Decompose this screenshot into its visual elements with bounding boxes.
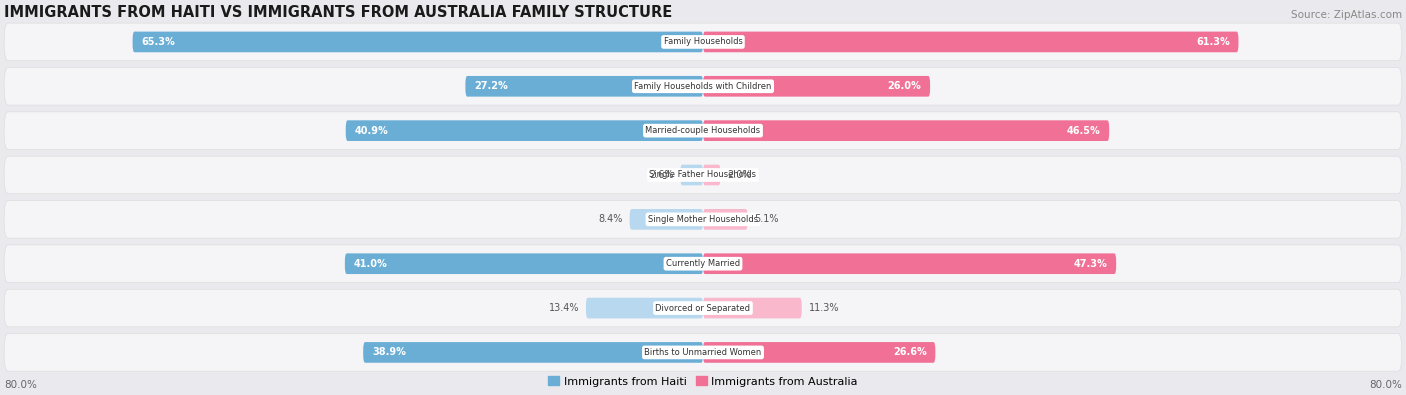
Text: Single Mother Households: Single Mother Households [648, 215, 758, 224]
FancyBboxPatch shape [4, 201, 1402, 238]
Text: 80.0%: 80.0% [1369, 380, 1402, 390]
Text: 26.6%: 26.6% [893, 348, 927, 357]
Text: 8.4%: 8.4% [599, 214, 623, 224]
Text: Currently Married: Currently Married [666, 259, 740, 268]
FancyBboxPatch shape [681, 165, 703, 185]
FancyBboxPatch shape [703, 209, 748, 229]
Text: 80.0%: 80.0% [4, 380, 37, 390]
FancyBboxPatch shape [4, 245, 1402, 282]
Text: 2.6%: 2.6% [648, 170, 673, 180]
Text: Family Households: Family Households [664, 38, 742, 47]
Text: Divorced or Separated: Divorced or Separated [655, 304, 751, 312]
Text: Married-couple Households: Married-couple Households [645, 126, 761, 135]
FancyBboxPatch shape [4, 156, 1402, 194]
FancyBboxPatch shape [363, 342, 703, 363]
FancyBboxPatch shape [346, 120, 703, 141]
Text: 40.9%: 40.9% [354, 126, 388, 135]
FancyBboxPatch shape [4, 112, 1402, 149]
Text: IMMIGRANTS FROM HAITI VS IMMIGRANTS FROM AUSTRALIA FAMILY STRUCTURE: IMMIGRANTS FROM HAITI VS IMMIGRANTS FROM… [4, 5, 672, 20]
FancyBboxPatch shape [703, 32, 1239, 52]
Text: Single Father Households: Single Father Households [650, 171, 756, 179]
Text: 13.4%: 13.4% [548, 303, 579, 313]
FancyBboxPatch shape [4, 289, 1402, 327]
Text: 38.9%: 38.9% [373, 348, 406, 357]
FancyBboxPatch shape [344, 253, 703, 274]
Text: 2.0%: 2.0% [727, 170, 752, 180]
FancyBboxPatch shape [703, 76, 931, 97]
Text: 65.3%: 65.3% [142, 37, 176, 47]
Text: 5.1%: 5.1% [755, 214, 779, 224]
Text: 27.2%: 27.2% [474, 81, 508, 91]
FancyBboxPatch shape [703, 253, 1116, 274]
FancyBboxPatch shape [703, 298, 801, 318]
Legend: Immigrants from Haiti, Immigrants from Australia: Immigrants from Haiti, Immigrants from A… [548, 376, 858, 387]
Text: 47.3%: 47.3% [1074, 259, 1108, 269]
FancyBboxPatch shape [465, 76, 703, 97]
Text: Family Households with Children: Family Households with Children [634, 82, 772, 91]
FancyBboxPatch shape [703, 120, 1109, 141]
Text: 11.3%: 11.3% [808, 303, 839, 313]
FancyBboxPatch shape [132, 32, 703, 52]
Text: 61.3%: 61.3% [1197, 37, 1230, 47]
FancyBboxPatch shape [703, 165, 720, 185]
FancyBboxPatch shape [630, 209, 703, 229]
Text: 41.0%: 41.0% [353, 259, 387, 269]
Text: Births to Unmarried Women: Births to Unmarried Women [644, 348, 762, 357]
Text: 26.0%: 26.0% [887, 81, 921, 91]
FancyBboxPatch shape [4, 23, 1402, 61]
FancyBboxPatch shape [4, 68, 1402, 105]
Text: Source: ZipAtlas.com: Source: ZipAtlas.com [1291, 10, 1402, 20]
FancyBboxPatch shape [586, 298, 703, 318]
FancyBboxPatch shape [4, 334, 1402, 371]
Text: 46.5%: 46.5% [1067, 126, 1101, 135]
FancyBboxPatch shape [703, 342, 935, 363]
